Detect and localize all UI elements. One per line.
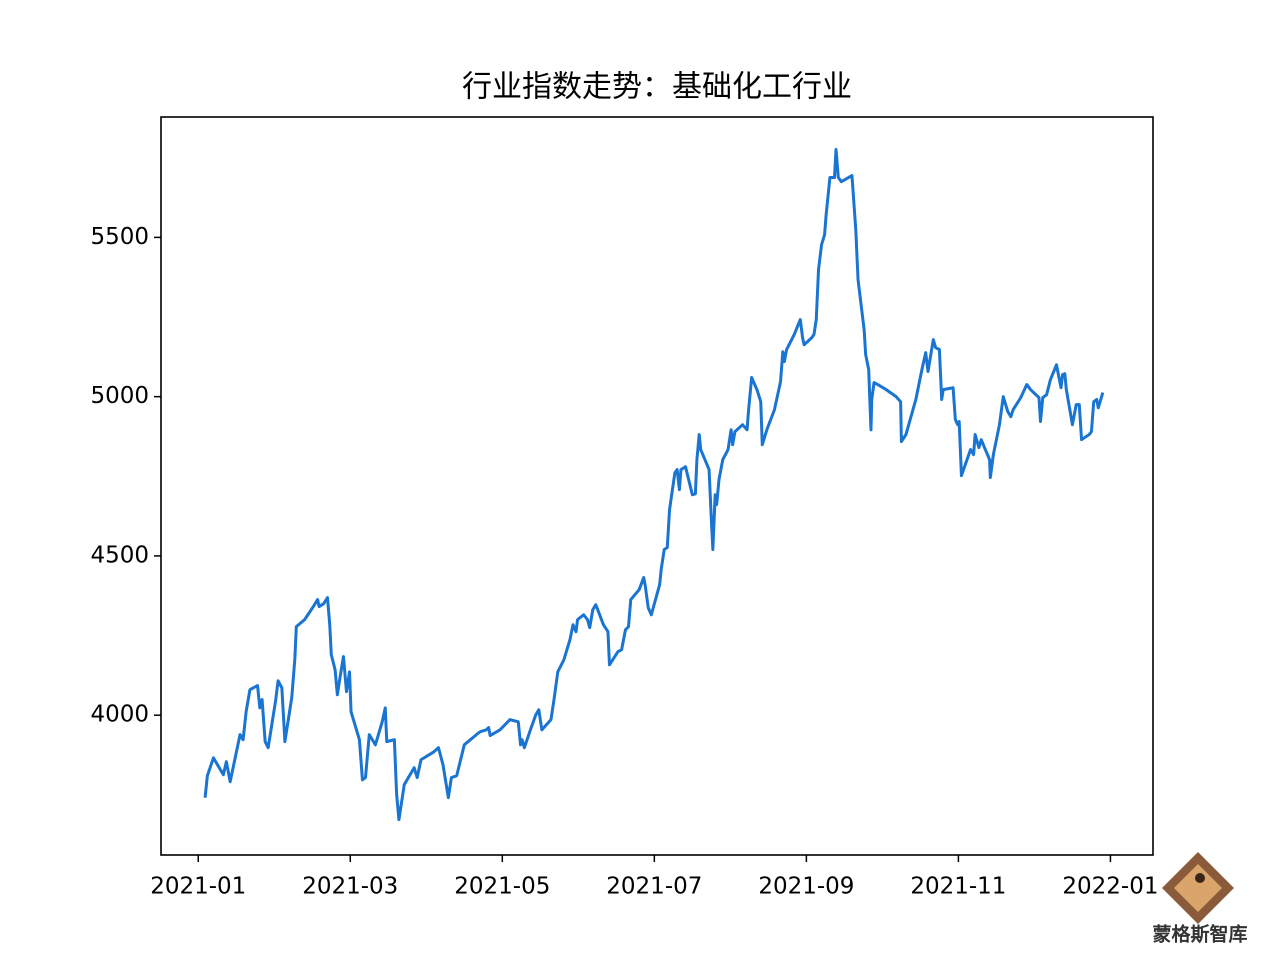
- data-line: [203, 147, 1105, 822]
- x-tick-label: 2021-01: [150, 874, 246, 900]
- plot-frame: [160, 116, 1154, 856]
- y-tick-label: 4500: [90, 542, 149, 568]
- y-tick-label: 5000: [90, 383, 149, 409]
- y-tick-label: 4000: [90, 702, 149, 728]
- x-tick-label: 2021-09: [758, 874, 854, 900]
- logo-inner: [1174, 864, 1222, 912]
- watermark-logo: 蒙格斯智库: [1152, 852, 1248, 946]
- x-tick-label: 2021-07: [606, 874, 702, 900]
- y-tick-label: 5500: [90, 224, 149, 250]
- x-tick-label: 2021-05: [454, 874, 550, 900]
- x-tick-label: 2021-11: [910, 874, 1006, 900]
- watermark-text: 蒙格斯智库: [1152, 923, 1247, 946]
- chart-title: 行业指数走势：基础化工行业: [462, 70, 852, 105]
- logo-head: [1195, 873, 1205, 883]
- x-tick-label: 2021-03: [302, 874, 398, 900]
- x-tick-label: 2022-01: [1062, 874, 1158, 900]
